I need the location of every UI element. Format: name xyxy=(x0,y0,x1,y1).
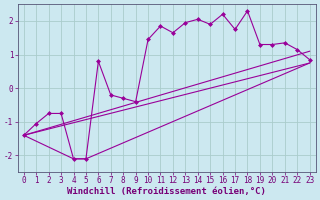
X-axis label: Windchill (Refroidissement éolien,°C): Windchill (Refroidissement éolien,°C) xyxy=(67,187,266,196)
